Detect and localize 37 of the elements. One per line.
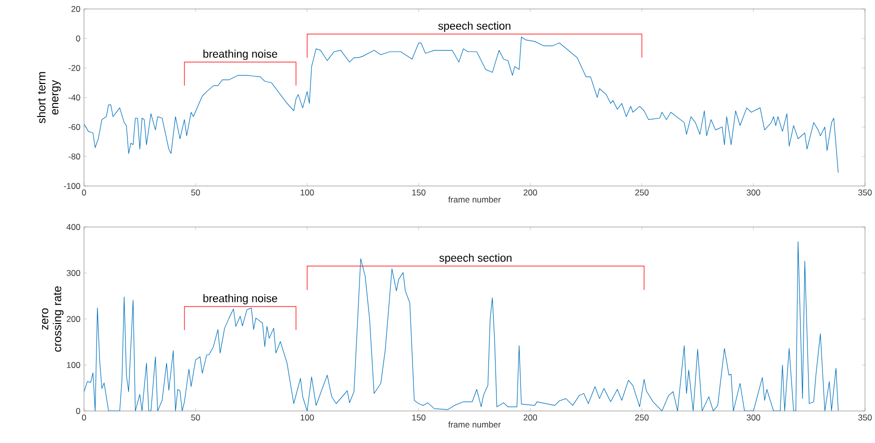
annotation: speech section bbox=[438, 22, 510, 32]
y-tick-label: -100 bbox=[64, 182, 80, 189]
x-tick-label: 100 bbox=[300, 190, 314, 196]
annotation: breathing noise bbox=[203, 50, 278, 60]
y-tick-label: 20 bbox=[71, 6, 80, 12]
y-tick-label: 300 bbox=[66, 270, 80, 276]
x-tick-label: 350 bbox=[858, 190, 872, 196]
y-tick-label: 0 bbox=[76, 408, 80, 414]
y-axis-title: zero crossing rate bbox=[42, 286, 64, 352]
y-tick-label: -80 bbox=[68, 153, 80, 160]
x-tick-label: 150 bbox=[412, 190, 426, 196]
x-tick-label: 300 bbox=[746, 190, 760, 196]
x-tick-label: 0 bbox=[82, 414, 86, 420]
x-tick-label: 100 bbox=[300, 414, 314, 420]
x-tick-label: 50 bbox=[191, 190, 200, 196]
x-tick-label: 350 bbox=[858, 414, 872, 420]
x-axis-title: frame number bbox=[448, 421, 501, 428]
y-tick-label: 400 bbox=[66, 224, 80, 230]
y-tick-label: 200 bbox=[66, 316, 80, 322]
x-tick-label: 0 bbox=[82, 190, 86, 196]
x-tick-label: 200 bbox=[524, 190, 538, 196]
y-tick-label: -20 bbox=[68, 64, 80, 71]
x-tick-label: 150 bbox=[412, 414, 426, 420]
y-tick-label: 100 bbox=[67, 362, 80, 368]
annotation: speech section bbox=[439, 254, 512, 264]
y-tick-label: 0 bbox=[76, 35, 80, 42]
annotation: breathing noise bbox=[203, 294, 278, 304]
x-tick-label: 250 bbox=[635, 414, 649, 420]
y-axis-title: short term energy bbox=[37, 72, 61, 124]
x-tick-label: 250 bbox=[635, 190, 649, 196]
x-axis-title: frame number bbox=[448, 196, 501, 203]
x-tick-label: 300 bbox=[746, 414, 760, 420]
y-tick-label: -60 bbox=[68, 124, 80, 130]
x-tick-label: 200 bbox=[524, 414, 538, 420]
y-tick-label: -40 bbox=[68, 94, 80, 100]
line-series bbox=[84, 241, 839, 411]
x-tick-label: 50 bbox=[191, 414, 200, 420]
